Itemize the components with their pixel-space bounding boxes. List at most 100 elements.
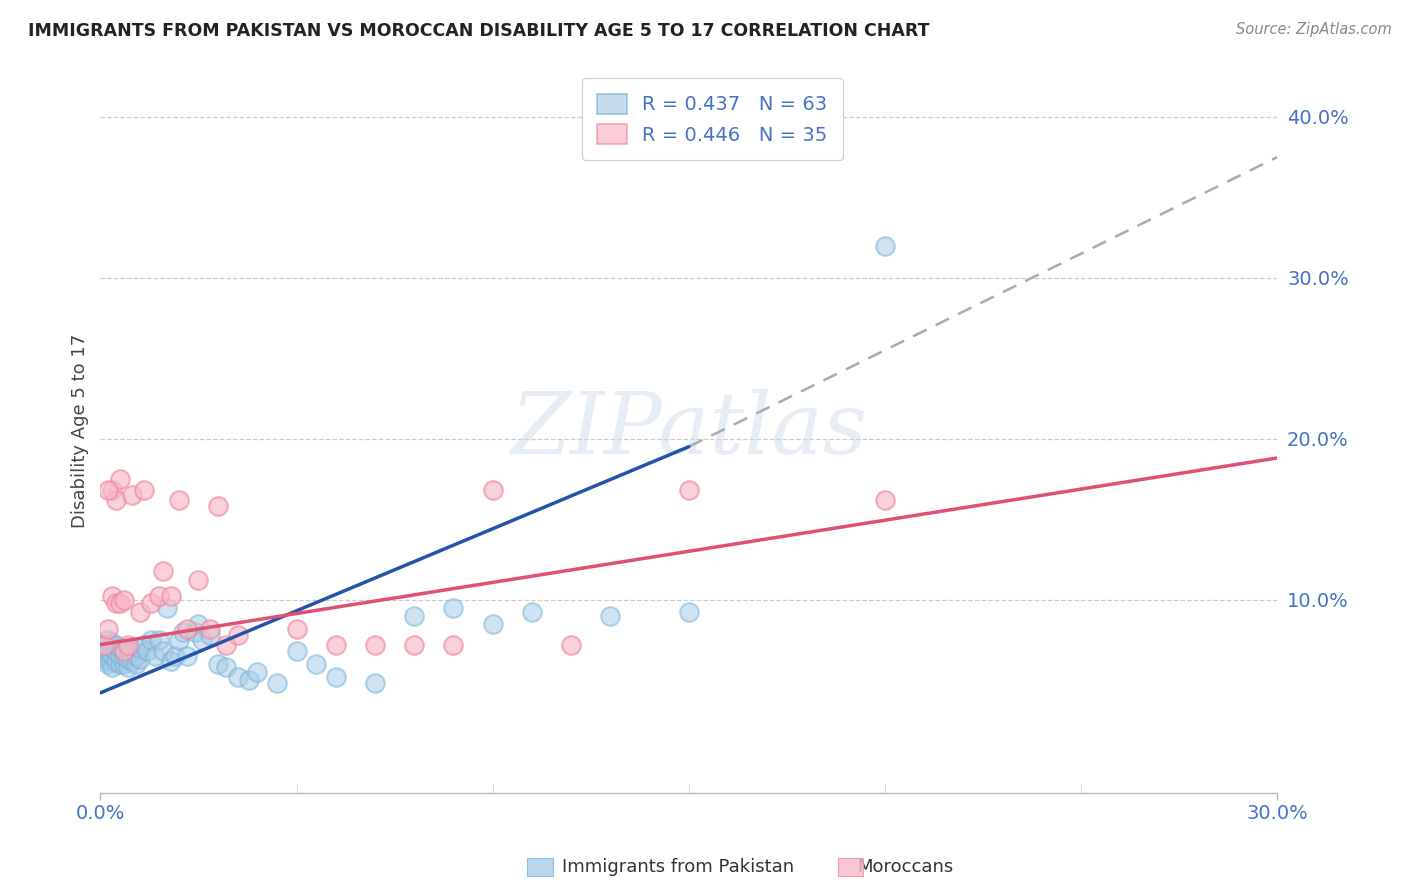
Point (101, 640, 124, 655)
Point (128, 606, 150, 620)
Point (96, 652, 118, 666)
Point (108, 596, 131, 610)
Point (599, 608, 621, 623)
Text: ZIPatlas: ZIPatlas (510, 389, 868, 472)
Point (187, 574, 209, 588)
Point (121, 654, 143, 668)
Point (364, 676, 387, 690)
Point (187, 616, 209, 631)
Point (443, 638, 465, 652)
Point (112, 648, 135, 663)
Point (160, 590, 183, 604)
Point (93, 648, 115, 663)
Point (101, 660, 124, 674)
Point (364, 638, 387, 652)
Point (105, 654, 128, 668)
Point (152, 564, 174, 578)
Point (325, 670, 347, 684)
Point (108, 657, 131, 671)
Point (191, 632, 214, 647)
Legend: R = 0.437   N = 63, R = 0.446   N = 35: R = 0.437 N = 63, R = 0.446 N = 35 (582, 78, 844, 161)
Y-axis label: Disability Age 5 to 17: Disability Age 5 to 17 (72, 334, 89, 528)
Point (148, 590, 170, 604)
Point (172, 624, 194, 639)
Point (124, 657, 146, 671)
Point (325, 638, 347, 652)
Point (93, 638, 115, 652)
Point (404, 608, 426, 623)
Point (246, 665, 269, 679)
Point (121, 644, 143, 658)
Point (285, 644, 308, 658)
Point (215, 660, 238, 674)
Text: Source: ZipAtlas.com: Source: ZipAtlas.com (1236, 22, 1392, 37)
Point (176, 648, 198, 663)
Point (128, 652, 150, 666)
Point (141, 596, 163, 610)
Point (226, 670, 249, 684)
Point (443, 600, 465, 615)
Text: IMMIGRANTS FROM PAKISTAN VS MOROCCAN DISABILITY AGE 5 TO 17 CORRELATION CHART: IMMIGRANTS FROM PAKISTAN VS MOROCCAN DIS… (28, 22, 929, 40)
Point (141, 632, 163, 647)
Point (481, 616, 503, 631)
Point (91, 644, 114, 658)
Point (305, 657, 328, 671)
Point (97, 657, 120, 671)
Point (481, 483, 503, 497)
Point (117, 660, 139, 674)
Point (148, 632, 170, 647)
Point (105, 638, 128, 652)
Point (404, 638, 426, 652)
Point (238, 673, 260, 687)
Point (108, 640, 131, 655)
Point (156, 600, 179, 615)
Point (97, 483, 120, 497)
Point (207, 500, 229, 514)
Point (98, 654, 121, 668)
Point (560, 638, 582, 652)
Point (108, 648, 131, 663)
Point (200, 628, 222, 642)
Point (678, 606, 700, 620)
Point (101, 483, 124, 497)
Point (132, 638, 155, 652)
Point (160, 654, 183, 668)
Point (117, 652, 139, 666)
Point (112, 644, 135, 658)
Point (266, 676, 288, 690)
Point (105, 596, 128, 610)
Point (873, 238, 896, 252)
Point (101, 636, 124, 650)
Point (132, 483, 155, 497)
Point (128, 640, 150, 655)
Point (124, 648, 146, 663)
Point (285, 622, 308, 636)
Point (200, 622, 222, 636)
Point (105, 644, 128, 658)
Text: Immigrants from Pakistan: Immigrants from Pakistan (562, 858, 794, 876)
Point (207, 657, 229, 671)
Point (117, 638, 139, 652)
Point (176, 622, 198, 636)
Point (112, 657, 135, 671)
Point (108, 472, 131, 486)
Point (136, 644, 159, 658)
Point (152, 644, 174, 658)
Point (97, 622, 120, 636)
Point (183, 624, 205, 639)
Point (105, 492, 128, 507)
Point (97, 632, 120, 647)
Point (117, 642, 139, 657)
Point (520, 606, 543, 620)
Point (226, 628, 249, 642)
Point (97, 644, 120, 658)
Point (215, 638, 238, 652)
Text: Moroccans: Moroccans (858, 858, 953, 876)
Point (143, 648, 166, 663)
Point (112, 592, 135, 607)
Point (678, 483, 700, 497)
Point (163, 648, 186, 663)
Point (101, 648, 124, 663)
Point (873, 492, 896, 507)
Point (167, 632, 190, 647)
